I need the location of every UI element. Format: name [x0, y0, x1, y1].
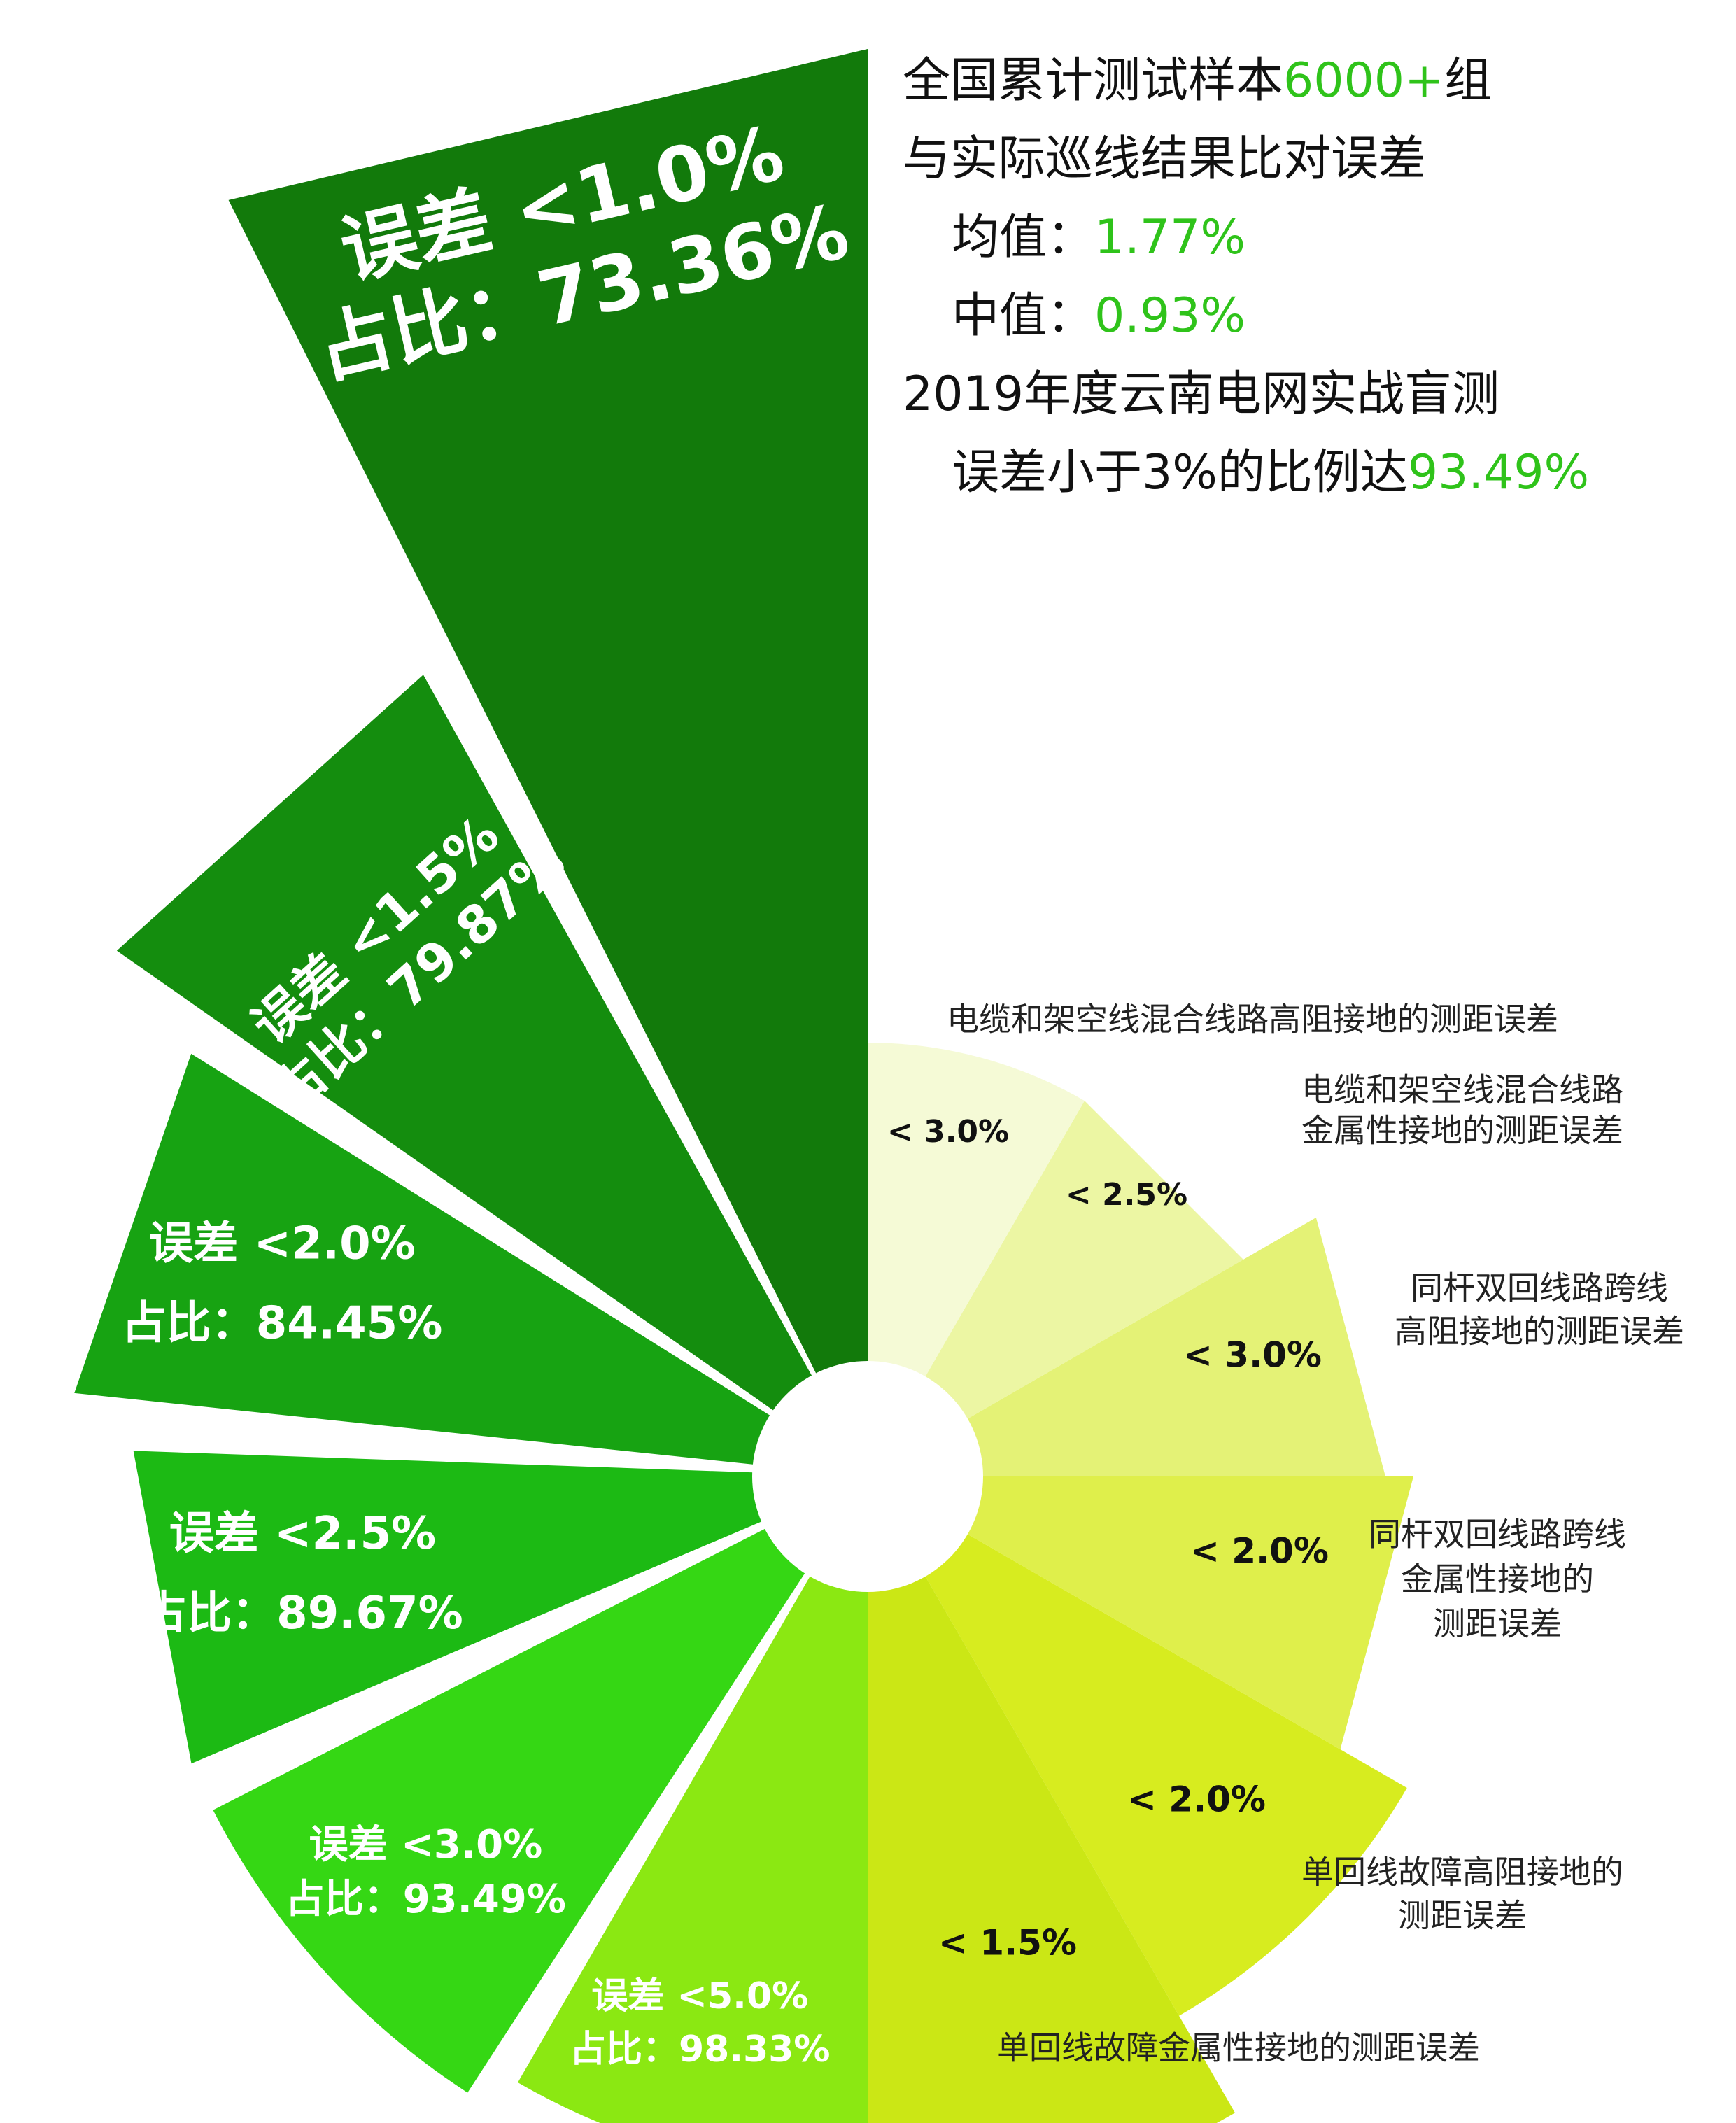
sector-value-label: < 2.0% [1127, 1779, 1266, 1820]
summary-panel: 全国累计测试样本6000+组 与实际巡线结果比对误差 均值：1.77% 中值：0… [903, 42, 1707, 512]
sector-category-label: 金属性接地的测距误差 [1301, 1112, 1623, 1150]
right-sector [868, 1476, 1413, 1749]
sector-category-label: 同杆双回线路跨线 [1369, 1516, 1626, 1553]
blind-test-result-line: 误差小于3%的比例达93.49% [903, 434, 1707, 512]
sector-value-label: < 2.0% [1190, 1531, 1329, 1572]
sector-value-label: < 2.5% [1066, 1177, 1187, 1213]
mean-line: 均值：1.77% [903, 199, 1707, 277]
sector-value-label: < 3.0% [1183, 1335, 1322, 1376]
sector-ratio-label: 占比：93.49% [285, 1877, 566, 1922]
comparison-line: 与实际巡线结果比对误差 [903, 132, 1427, 187]
left-sector [518, 1476, 868, 2123]
right-sector [868, 1101, 1243, 1476]
sector-category-label: 单回线故障金属性接地的测距误差 [997, 2029, 1480, 2067]
center-hole [752, 1361, 983, 1592]
sample-count-prefix: 全国累计测试样本 [903, 53, 1284, 108]
left-sector [133, 1451, 868, 1764]
blind-test-prefix: 误差小于3%的比例达 [952, 445, 1408, 500]
median-label: 中值： [952, 288, 1095, 344]
sector-category-label: 测距误差 [1433, 1605, 1562, 1643]
blind-test-line: 2019年度云南电网实战盲测 [903, 367, 1500, 422]
sector-category-label: 电缆和架空线混合线路高阻接地的测距误差 [947, 1001, 1558, 1038]
median-value: 0.93% [1094, 288, 1246, 344]
sector-error-label: 误差 <2.5% [169, 1508, 436, 1560]
left-sector [74, 1053, 868, 1476]
sector-category-label: 高阻接地的测距误差 [1395, 1313, 1684, 1350]
sector-category-label: 金属性接地的 [1401, 1560, 1594, 1598]
sample-count-suffix: 组 [1444, 53, 1492, 108]
sector-value-label: < 1.5% [938, 1923, 1077, 1963]
sector-error-label: 误差 <3.0% [309, 1822, 542, 1868]
sector-error-label: 误差 <5.0% [591, 1975, 808, 2017]
sector-category-label: 测距误差 [1398, 1897, 1527, 1935]
left-sector [116, 675, 868, 1476]
sample-count-value: 6000+ [1283, 53, 1445, 108]
sector-category-label: 电缆和架空线混合线路 [1301, 1071, 1623, 1109]
sector-ratio-label: 占比：84.45% [122, 1298, 443, 1350]
right-sector [868, 1476, 1407, 2016]
sector-ratio-label: 占比：89.67% [142, 1588, 463, 1639]
right-sector [868, 1043, 1085, 1476]
sector-category-label: 同杆双回线路跨线 [1411, 1269, 1668, 1307]
sector-ratio-label: 占比：98.33% [570, 2029, 831, 2071]
mean-label: 均值： [952, 210, 1095, 265]
mean-value: 1.77% [1094, 210, 1246, 265]
right-sector [868, 1218, 1385, 1476]
blind-test-value: 93.49% [1407, 445, 1590, 500]
sector-error-label: 误差 <2.0% [148, 1218, 415, 1270]
left-sector [228, 49, 868, 1476]
sector-category-label: 单回线故障高阻接地的 [1301, 1854, 1623, 1891]
median-line: 中值：0.93% [903, 277, 1707, 355]
right-sector [868, 1476, 1235, 2123]
sample-count-line: 全国累计测试样本6000+组 [903, 42, 1707, 120]
left-sector [213, 1476, 868, 2093]
sector-value-label: < 3.0% [887, 1114, 1009, 1150]
